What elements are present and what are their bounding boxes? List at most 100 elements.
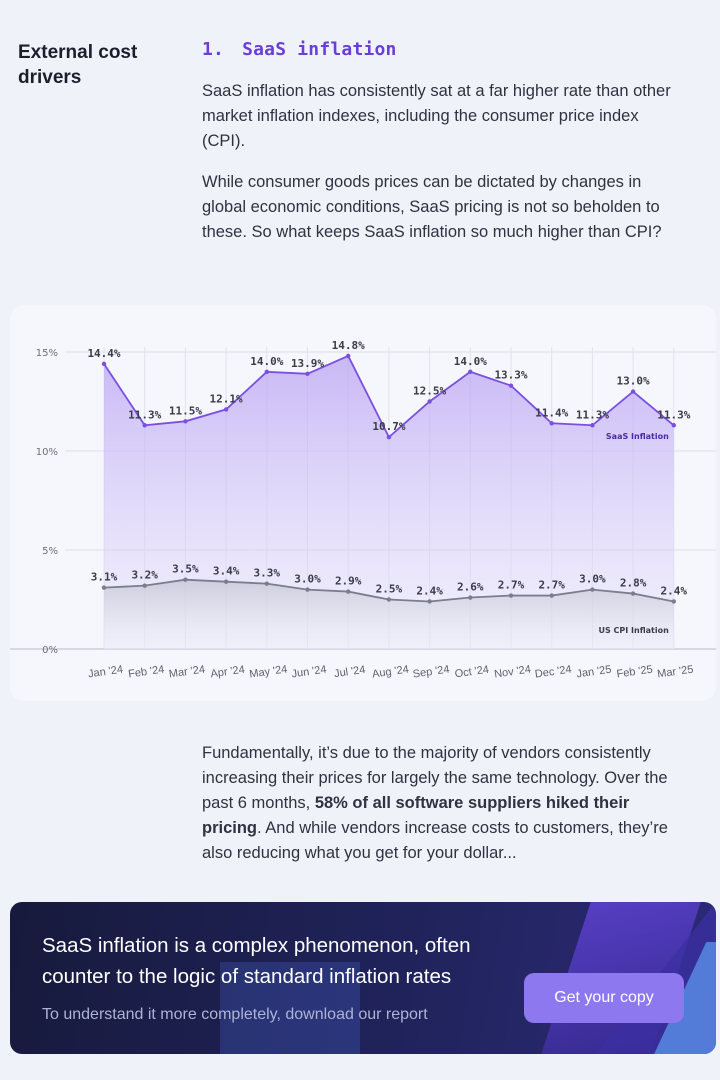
y-tick-label: 0%: [42, 645, 58, 656]
x-tick-label: Aug '24: [371, 664, 409, 681]
cpi-data-label: 2.8%: [620, 577, 647, 590]
saas-data-label: 14.0%: [250, 355, 283, 368]
cpi-data-label: 3.1%: [91, 571, 118, 584]
chart-card: 0% 5% 10% 15% 14.4% 11.3% 11.5% 12.1% 14.0% 13.9%…: [10, 305, 716, 701]
banner-decoration: [220, 962, 360, 1054]
cpi-point: [346, 589, 351, 594]
cpi-data-label: 2.5%: [376, 583, 403, 596]
cpi-point: [386, 597, 392, 602]
x-tick-label: May '24: [249, 663, 288, 680]
cta-subtext: To understand it more completely, downlo…: [42, 1006, 428, 1023]
cpi-point: [264, 581, 269, 586]
cpi-data-label: 2.9%: [335, 575, 362, 588]
saas-area: [104, 355, 674, 649]
saas-point: [590, 423, 595, 428]
context-paragraph: While consumer goods prices can be dicta…: [202, 173, 662, 241]
saas-point: [386, 434, 392, 440]
cpi-data-label: 3.0%: [579, 573, 606, 586]
intro-paragraph: SaaS inflation has consistently sat at a…: [202, 82, 671, 150]
cpi-point: [223, 579, 229, 584]
saas-point: [630, 389, 636, 394]
x-tick-label: Oct '24: [454, 664, 490, 681]
cpi-point: [590, 587, 595, 592]
saas-point: [223, 407, 229, 412]
side-heading: External cost drivers: [18, 42, 138, 88]
cpi-data-label: 2.4%: [416, 584, 443, 597]
explanation-text-end: . And while vendors increase costs to cu…: [202, 819, 668, 862]
cta-heading: SaaS inflation is a complex phenomenon, …: [42, 934, 471, 988]
saas-data-label: 13.9%: [291, 357, 324, 370]
saas-point: [346, 353, 351, 359]
saas-data-label: 13.3%: [494, 369, 527, 382]
cpi-data-label: 2.7%: [498, 579, 525, 592]
cpi-data-label: 2.6%: [457, 581, 484, 594]
cpi-data-label: 3.5%: [172, 563, 199, 576]
x-tick-label: Sep '24: [412, 664, 450, 681]
saas-data-label: 10.7%: [372, 420, 405, 433]
cpi-data-label: 3.2%: [131, 569, 158, 582]
saas-point: [671, 423, 676, 428]
cpi-data-label: 2.7%: [538, 579, 565, 592]
x-tick-label: Mar '25: [657, 664, 695, 681]
saas-point: [427, 399, 432, 404]
y-tick-label: 15%: [36, 348, 58, 359]
saas-data-label: 14.0%: [454, 355, 487, 368]
x-tick-label: Nov '24: [493, 664, 531, 681]
saas-data-label: 12.1%: [210, 392, 243, 405]
cpi-point: [305, 587, 310, 592]
cpi-point: [142, 583, 147, 588]
saas-point: [508, 383, 514, 388]
explanation-text-start: Fundamentally, it’s due to the majority …: [202, 744, 668, 812]
cpi-data-label: 2.4%: [661, 584, 688, 597]
x-tick-label: Mar '24: [168, 664, 206, 681]
cpi-data-label: 3.0%: [294, 573, 321, 586]
cpi-data-label: 3.3%: [254, 567, 281, 580]
saas-point: [468, 369, 473, 374]
section-title: 1. SaaS inflation: [202, 39, 397, 60]
saas-point: [264, 369, 269, 374]
saas-data-label: 14.8%: [332, 339, 365, 352]
x-tick-label: Jan '24: [87, 664, 123, 681]
x-tick-label: Feb '25: [616, 664, 654, 681]
cpi-point: [508, 593, 514, 598]
x-tick-label: Dec '24: [534, 664, 572, 681]
y-tick-label: 5%: [42, 546, 58, 557]
x-tick-label: Jan '25: [576, 664, 612, 681]
saas-point: [549, 421, 554, 426]
saas-data-label: 12.5%: [413, 385, 446, 398]
saas-point: [305, 371, 310, 376]
y-tick-label: 10%: [36, 447, 58, 458]
inflation-line-chart: 0% 5% 10% 15% 14.4% 11.3% 11.5% 12.1% 14.0% 13.9%…: [10, 339, 716, 681]
cpi-point: [183, 577, 188, 582]
saas-data-label: 11.5%: [169, 404, 202, 417]
cpi-series-label: US CPI Inflation: [599, 626, 670, 635]
saas-point: [101, 361, 107, 367]
saas-data-label: 13.0%: [617, 375, 650, 388]
section-title-text: SaaS inflation: [242, 39, 397, 60]
cpi-point: [630, 591, 636, 596]
x-tick-label: Apr '24: [210, 664, 246, 681]
explanation-paragraph: Fundamentally, it’s due to the majority …: [202, 741, 682, 866]
cpi-point: [549, 593, 554, 598]
cpi-data-label: 3.4%: [213, 565, 240, 578]
cta-banner: SaaS inflation is a complex phenomenon, …: [10, 902, 716, 1054]
saas-data-label: 11.3%: [657, 408, 690, 421]
saas-point: [183, 419, 188, 424]
x-tick-label: Feb '24: [127, 664, 165, 681]
section-number: 1.: [202, 39, 225, 60]
cpi-area: [104, 579, 674, 649]
cpi-point: [427, 599, 432, 604]
cpi-point: [468, 595, 473, 600]
saas-data-label: 11.3%: [576, 408, 609, 421]
x-tick-label: Jul '24: [333, 664, 366, 680]
x-tick-label: Jun '24: [291, 664, 327, 681]
saas-data-label: 11.3%: [128, 408, 161, 421]
get-your-copy-button[interactable]: Get your copy: [524, 973, 684, 1023]
saas-data-label: 11.4%: [535, 406, 568, 419]
saas-data-label: 14.4%: [87, 347, 120, 360]
cpi-point: [671, 599, 676, 604]
saas-series-label: SaaS Inflation: [606, 432, 669, 441]
saas-point: [142, 423, 147, 428]
explanation-highlight: 58% of all software suppliers hiked thei…: [202, 794, 630, 837]
cpi-point: [101, 585, 107, 590]
